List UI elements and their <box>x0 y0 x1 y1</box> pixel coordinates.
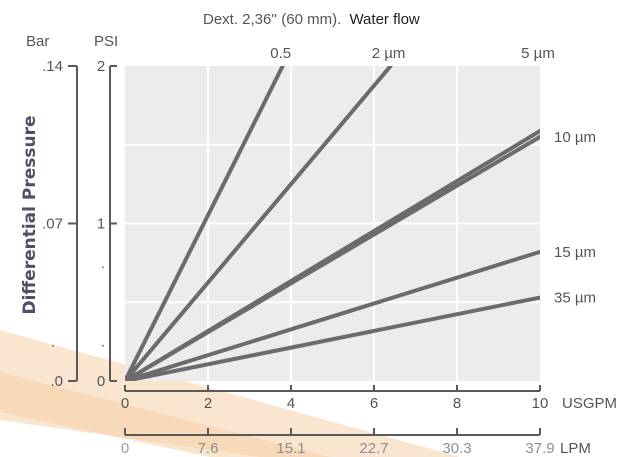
series-line-4 <box>125 249 540 381</box>
bar-unit-label: Bar <box>26 33 49 50</box>
psi-tick-label: 0 <box>97 373 105 390</box>
chart-title: Dext. 2,36'' (60 mm). Water flow <box>203 11 420 28</box>
bar-tick-label: .0 <box>50 373 63 390</box>
bar-tick-label: .07 <box>42 216 63 233</box>
y-axis-title: Differential Pressure <box>20 115 40 314</box>
lpm-tick-label: 30.3 <box>442 440 471 457</box>
chart-title-suffix: Water flow <box>349 11 419 28</box>
usgpm-tick-label: 2 <box>204 395 212 412</box>
lpm-tick-label: 15.1 <box>276 440 305 457</box>
series-label: 2 µm <box>372 45 406 62</box>
lpm-tick-label: 0 <box>121 440 129 457</box>
chart-title-prefix: Dext. 2,36'' (60 mm). <box>203 11 341 28</box>
lpm-tick-label: 22.7 <box>359 440 388 457</box>
psi-tick-label: 2 <box>97 58 105 75</box>
series-label: 5 µm <box>521 45 555 62</box>
series-line-5 <box>125 295 540 381</box>
series-label: 35 µm <box>554 290 596 307</box>
axes <box>68 65 541 436</box>
lpm-tick-label: 37.9 <box>525 440 554 457</box>
grid-lines <box>125 66 540 381</box>
series-line-0 <box>125 66 285 381</box>
lpm-tick-label: 7.6 <box>198 440 219 457</box>
series-label: 15 µm <box>554 244 596 261</box>
bar-tick-label: .14 <box>42 58 63 75</box>
lpm-unit-label: LPM <box>560 440 591 457</box>
usgpm-tick-label: 0 <box>121 395 129 412</box>
usgpm-tick-label: 8 <box>453 395 461 412</box>
series-label: 10 µm <box>554 129 596 146</box>
usgpm-tick-label: 4 <box>287 395 295 412</box>
series-labels: 0.5 2 µm 5 µm 10 µm 15 µm 35 µm <box>270 45 596 307</box>
series-lines <box>125 66 540 381</box>
usgpm-tick-label: 6 <box>370 395 378 412</box>
series-line-1 <box>125 66 393 381</box>
tick-labels: 0 2 4 6 8 10 0 7.6 15.1 22.7 30.3 37.9 0.. 1 2 .0. .07 .1… <box>42 58 554 457</box>
series-line-3 <box>125 134 540 381</box>
usgpm-tick-label: 10 <box>532 395 549 412</box>
psi-tick-label: . <box>101 255 105 272</box>
series-label: 0.5 <box>270 45 291 62</box>
psi-unit-label: PSI <box>94 33 118 50</box>
usgpm-unit-label: USGPM <box>562 395 617 412</box>
psi-tick-label: 1 <box>97 216 105 233</box>
psi-tick-label: . <box>101 334 105 351</box>
bar-tick-label: . <box>51 334 55 351</box>
